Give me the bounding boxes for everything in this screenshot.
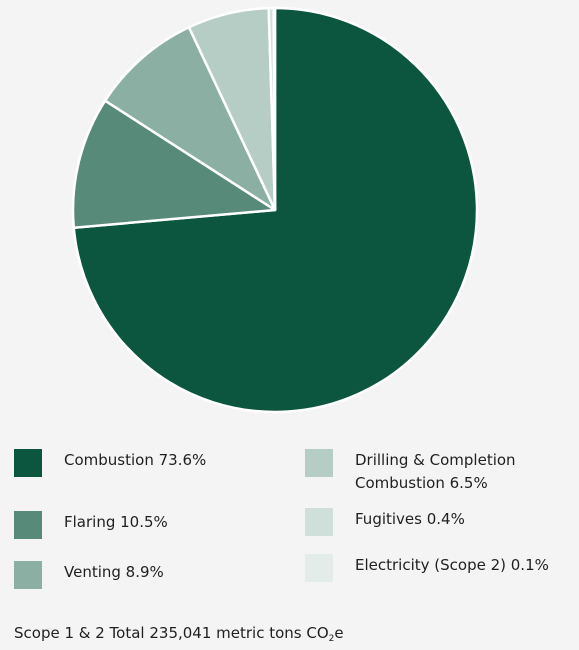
legend-swatch-combustion (14, 449, 42, 477)
legend-label-flaring: Flaring 10.5% (64, 513, 168, 531)
legend-label-combustion: Combustion 73.6% (64, 451, 207, 469)
pie-chart (71, 6, 479, 414)
footer-total-suffix: e (334, 624, 344, 642)
legend-item-drilling-completion: Drilling & Completion Combustion 6.5% (305, 449, 555, 495)
legend-item-electricity: Electricity (Scope 2) 0.1% (305, 554, 549, 582)
legend-item-flaring: Flaring 10.5% (14, 511, 168, 539)
legend-swatch-drilling-completion (305, 449, 333, 477)
legend-swatch-fugitives (305, 508, 333, 536)
legend-swatch-electricity (305, 554, 333, 582)
legend-swatch-venting (14, 561, 42, 589)
pie-slice-1 (71, 99, 277, 229)
legend-item-fugitives: Fugitives 0.4% (305, 508, 465, 536)
footer-total-prefix: Scope 1 & 2 Total 235,041 metric tons CO (14, 624, 329, 642)
legend-label-venting: Venting 8.9% (64, 563, 164, 581)
pie-slice-5 (272, 6, 277, 212)
legend-item-venting: Venting 8.9% (14, 561, 164, 589)
legend-label-drilling-completion: Drilling & Completion Combustion 6.5% (355, 451, 516, 492)
legend-item-combustion: Combustion 73.6% (14, 449, 206, 477)
legend-label-electricity: Electricity (Scope 2) 0.1% (355, 556, 549, 574)
pie-slice-2 (103, 25, 277, 212)
legend-swatch-flaring (14, 511, 42, 539)
footer-total-subscript: 2 (328, 634, 335, 644)
legend-label-fugitives: Fugitives 0.4% (355, 510, 465, 528)
footer-total: Scope 1 & 2 Total 235,041 metric tons CO… (14, 622, 344, 650)
